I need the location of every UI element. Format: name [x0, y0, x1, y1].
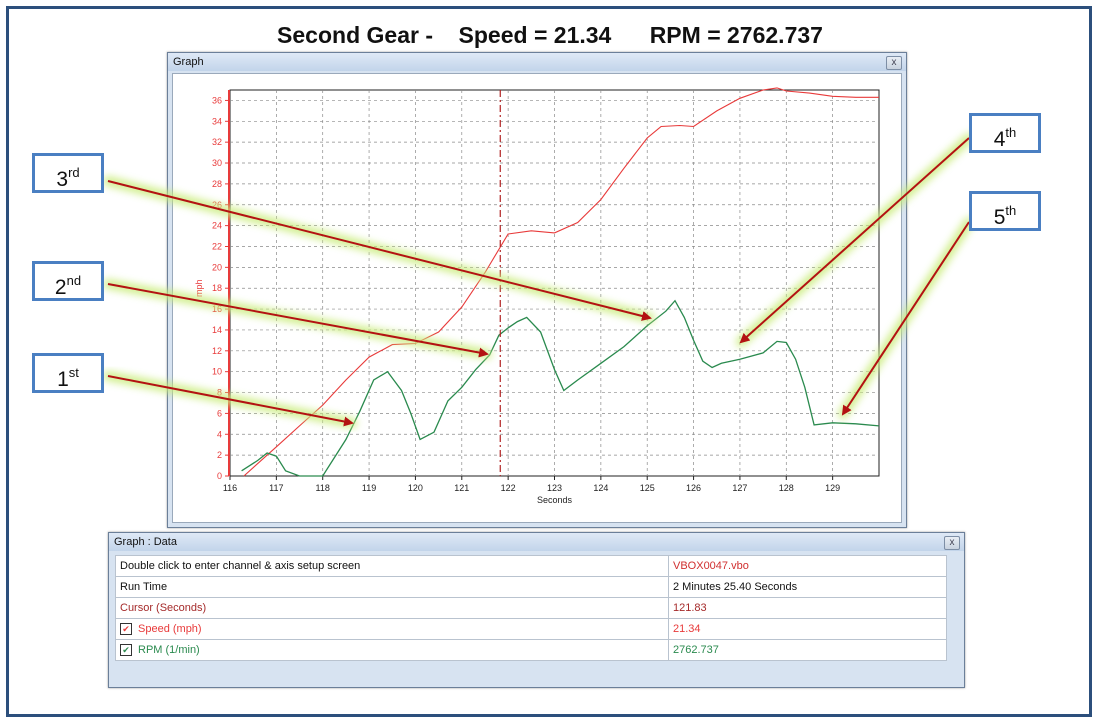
table-row[interactable]: Run Time 2 Minutes 25.40 Seconds	[115, 576, 947, 598]
x-tick-label: 121	[454, 483, 469, 493]
y-tick-label: 30	[212, 158, 222, 168]
file-name: VBOX0047.vbo	[668, 555, 947, 577]
graph-close-button[interactable]: x	[886, 56, 902, 70]
grid	[229, 89, 880, 477]
speed-value: 21.34	[668, 618, 947, 640]
callout-2nd: 2nd	[32, 261, 104, 301]
headline-gear: Second Gear -	[277, 22, 433, 48]
x-tick-label: 116	[223, 483, 237, 493]
cursor-label: Cursor (Seconds)	[115, 597, 669, 619]
y-tick-label: 28	[212, 179, 222, 189]
x-tick-label: 118	[316, 483, 330, 493]
y-tick-label: 12	[212, 346, 222, 356]
y-tick-label: 20	[212, 262, 222, 272]
x-tick-label: 122	[501, 483, 516, 493]
y-tick-label: 16	[212, 304, 222, 314]
y-tick-label: 14	[212, 325, 222, 335]
speed-checkbox[interactable]: ✔	[120, 623, 132, 636]
table-row[interactable]: Double click to enter channel & axis set…	[115, 555, 947, 577]
x-tick-label: 120	[408, 483, 423, 493]
y-tick-label: 10	[212, 367, 222, 377]
x-tick-label: 124	[593, 483, 608, 493]
y-tick-label: 26	[212, 200, 222, 210]
y-axis-label: mph	[194, 279, 204, 297]
table-row[interactable]: ✔ RPM (1/min) 2762.737	[115, 639, 947, 661]
callout-1st: 1st	[32, 353, 104, 393]
x-tick-label: 123	[547, 483, 562, 493]
table-row[interactable]: ✔ Speed (mph) 21.34	[115, 618, 947, 640]
x-tick-label: 119	[362, 483, 376, 493]
y-tick-label: 2	[217, 450, 222, 460]
y-tick-label: 34	[212, 116, 222, 126]
x-tick-label: 125	[640, 483, 655, 493]
x-tick-label: 128	[779, 483, 794, 493]
run-time-label: Run Time	[115, 576, 669, 598]
data-close-button[interactable]: x	[944, 536, 960, 550]
graph-window-titlebar[interactable]: Graph x	[168, 53, 906, 71]
close-icon: x	[891, 57, 897, 68]
y-tick-label: 6	[217, 408, 222, 418]
x-tick-label: 129	[825, 483, 840, 493]
rpm-checkbox[interactable]: ✔	[120, 644, 132, 657]
y-tick-label: 0	[217, 471, 222, 481]
y-tick-label: 18	[212, 283, 222, 293]
data-window-title: Graph : Data	[114, 536, 177, 548]
callout-5th: 5th	[969, 191, 1041, 231]
plot-panel[interactable]: 0 2 4 6 8 10 12 14 16 18 20 22 24 26 28 30 32 34 36 116 117…	[172, 73, 902, 523]
setup-hint[interactable]: Double click to enter channel & axis set…	[115, 555, 669, 577]
headline: Second Gear - Speed = 21.34 RPM = 2762.7…	[0, 22, 1100, 49]
graph-window[interactable]: Graph x 0 2 4 6 8 10 12 14 16 18 20 22 24 26 28 30 32 34 3…	[167, 52, 907, 528]
callout-4th: 4th	[969, 113, 1041, 153]
x-axis-label: Seconds	[537, 495, 573, 505]
y-tick-label: 24	[212, 221, 222, 231]
y-tick-label: 32	[212, 137, 222, 147]
rpm-value: 2762.737	[668, 639, 947, 661]
graph-window-title: Graph	[173, 56, 204, 68]
close-icon: x	[949, 537, 955, 548]
y-tick-label: 36	[212, 95, 222, 105]
table-row[interactable]: Cursor (Seconds) 121.83	[115, 597, 947, 619]
rpm-label: RPM (1/min)	[138, 643, 200, 656]
callout-3rd: 3rd	[32, 153, 104, 193]
y-tick-label: 4	[217, 429, 222, 439]
headline-speed: Speed = 21.34	[458, 22, 612, 48]
data-window-titlebar[interactable]: Graph : Data x	[109, 533, 964, 551]
y-tick-label: 22	[212, 241, 222, 251]
x-tick-label: 126	[686, 483, 701, 493]
x-axis: 116 117 118 119 120 121 122 123 124 125 126 127 128 1…	[223, 476, 840, 493]
cursor-value: 121.83	[668, 597, 947, 619]
headline-rpm: RPM = 2762.737	[649, 22, 823, 48]
run-time-value: 2 Minutes 25.40 Seconds	[668, 576, 947, 598]
x-tick-label: 127	[732, 483, 747, 493]
data-table: Double click to enter channel & axis set…	[115, 555, 947, 661]
x-tick-label: 117	[269, 483, 283, 493]
speed-label: Speed (mph)	[138, 622, 202, 635]
data-window[interactable]: Graph : Data x Double click to enter cha…	[108, 532, 965, 688]
y-tick-label: 8	[217, 388, 222, 398]
